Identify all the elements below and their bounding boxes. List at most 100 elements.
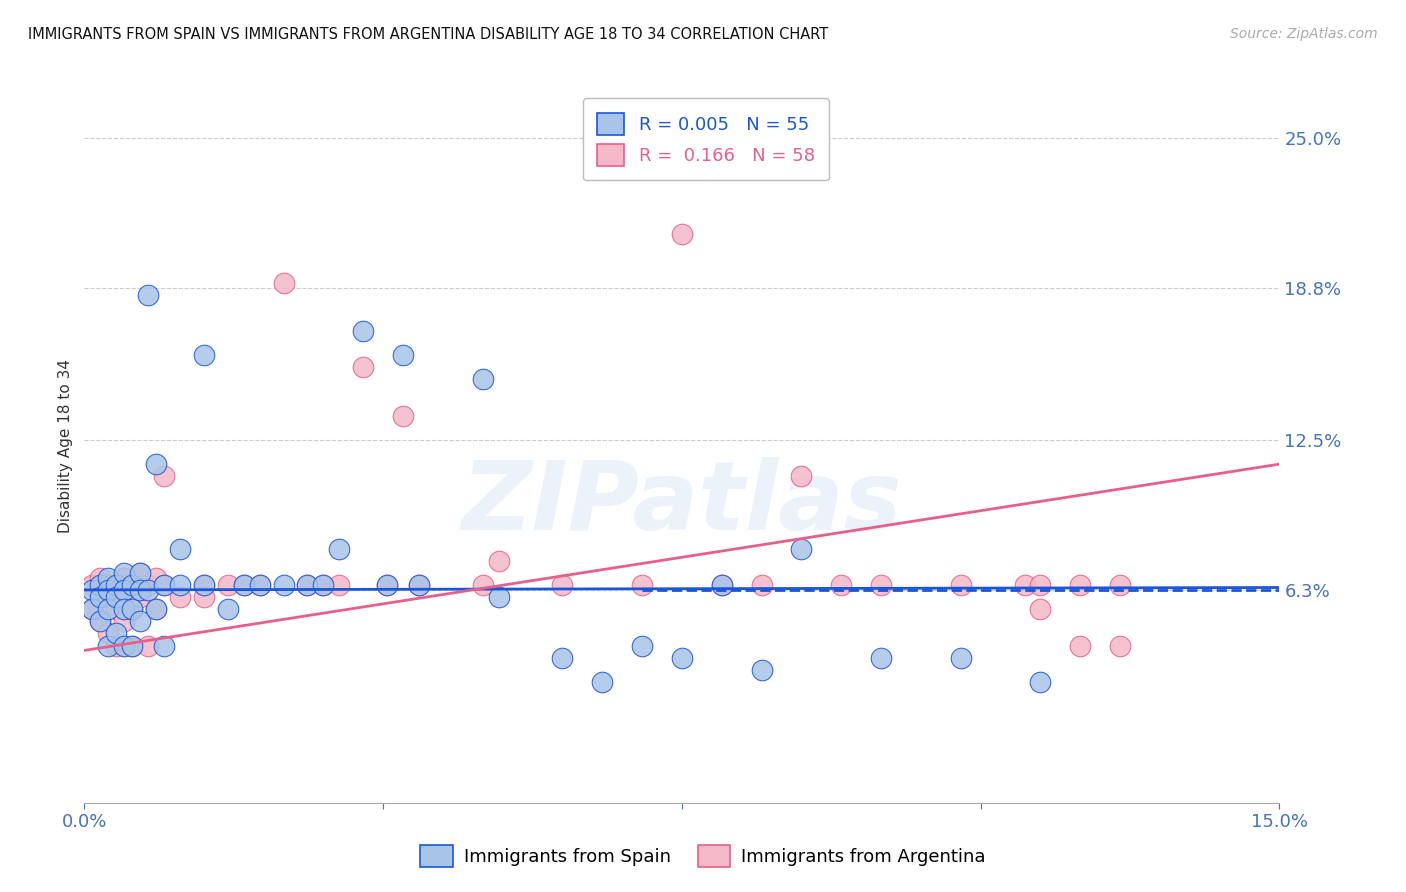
Point: [169, 590, 191, 604]
Point: [870, 650, 893, 665]
Point: [153, 639, 176, 653]
Point: [145, 457, 167, 471]
Point: [121, 578, 143, 592]
Point: [136, 582, 159, 597]
Point: [671, 227, 693, 242]
Point: [121, 578, 143, 592]
Point: [105, 590, 128, 604]
Point: [112, 602, 135, 616]
Point: [136, 288, 159, 302]
Point: [89, 615, 111, 629]
Point: [121, 602, 143, 616]
Point: [193, 578, 215, 592]
Point: [129, 566, 152, 580]
Point: [217, 602, 239, 616]
Point: [949, 578, 972, 592]
Point: [121, 639, 143, 653]
Point: [97, 639, 120, 653]
Point: [121, 639, 143, 653]
Point: [352, 360, 374, 375]
Point: [82, 582, 104, 597]
Point: [551, 650, 574, 665]
Point: [1029, 674, 1052, 689]
Y-axis label: Disability Age 18 to 34: Disability Age 18 to 34: [58, 359, 73, 533]
Point: [217, 578, 239, 592]
Point: [297, 578, 319, 592]
Point: [145, 571, 167, 585]
Point: [790, 541, 813, 556]
Point: [82, 578, 104, 592]
Point: [169, 578, 191, 592]
Point: [169, 541, 191, 556]
Point: [375, 578, 398, 592]
Point: [352, 324, 374, 338]
Point: [1069, 578, 1091, 592]
Point: [249, 578, 271, 592]
Point: [193, 348, 215, 362]
Point: [312, 578, 335, 592]
Point: [129, 615, 152, 629]
Point: [105, 626, 128, 640]
Point: [392, 409, 415, 423]
Point: [273, 578, 295, 592]
Point: [232, 578, 254, 592]
Point: [153, 578, 176, 592]
Point: [328, 541, 350, 556]
Point: [471, 578, 494, 592]
Point: [97, 626, 120, 640]
Point: [232, 578, 254, 592]
Point: [112, 582, 135, 597]
Point: [751, 578, 773, 592]
Point: [193, 590, 215, 604]
Point: [105, 639, 128, 653]
Point: [136, 639, 159, 653]
Point: [408, 578, 430, 592]
Point: [105, 578, 128, 592]
Point: [949, 650, 972, 665]
Point: [105, 602, 128, 616]
Point: [870, 578, 893, 592]
Point: [193, 578, 215, 592]
Text: IMMIGRANTS FROM SPAIN VS IMMIGRANTS FROM ARGENTINA DISABILITY AGE 18 TO 34 CORRE: IMMIGRANTS FROM SPAIN VS IMMIGRANTS FROM…: [28, 27, 828, 42]
Point: [112, 639, 135, 653]
Point: [297, 578, 319, 592]
Point: [153, 578, 176, 592]
Point: [145, 602, 167, 616]
Point: [129, 566, 152, 580]
Point: [89, 615, 111, 629]
Point: [312, 578, 335, 592]
Point: [89, 578, 111, 592]
Point: [89, 590, 111, 604]
Point: [89, 582, 111, 597]
Point: [830, 578, 852, 592]
Point: [129, 590, 152, 604]
Point: [591, 674, 613, 689]
Point: [249, 578, 271, 592]
Legend: Immigrants from Spain, Immigrants from Argentina: Immigrants from Spain, Immigrants from A…: [413, 838, 993, 874]
Point: [129, 582, 152, 597]
Legend: R = 0.005   N = 55, R =  0.166   N = 58: R = 0.005 N = 55, R = 0.166 N = 58: [582, 98, 830, 180]
Text: Source: ZipAtlas.com: Source: ZipAtlas.com: [1230, 27, 1378, 41]
Point: [488, 554, 510, 568]
Point: [1029, 602, 1052, 616]
Point: [790, 469, 813, 483]
Point: [89, 571, 111, 585]
Point: [631, 639, 654, 653]
Point: [392, 348, 415, 362]
Point: [1109, 578, 1132, 592]
Point: [631, 578, 654, 592]
Point: [1014, 578, 1036, 592]
Point: [488, 590, 510, 604]
Point: [751, 663, 773, 677]
Point: [82, 602, 104, 616]
Point: [105, 578, 128, 592]
Point: [112, 615, 135, 629]
Point: [710, 578, 733, 592]
Point: [551, 578, 574, 592]
Point: [591, 154, 613, 169]
Point: [1069, 639, 1091, 653]
Point: [273, 276, 295, 290]
Point: [121, 602, 143, 616]
Point: [328, 578, 350, 592]
Point: [82, 602, 104, 616]
